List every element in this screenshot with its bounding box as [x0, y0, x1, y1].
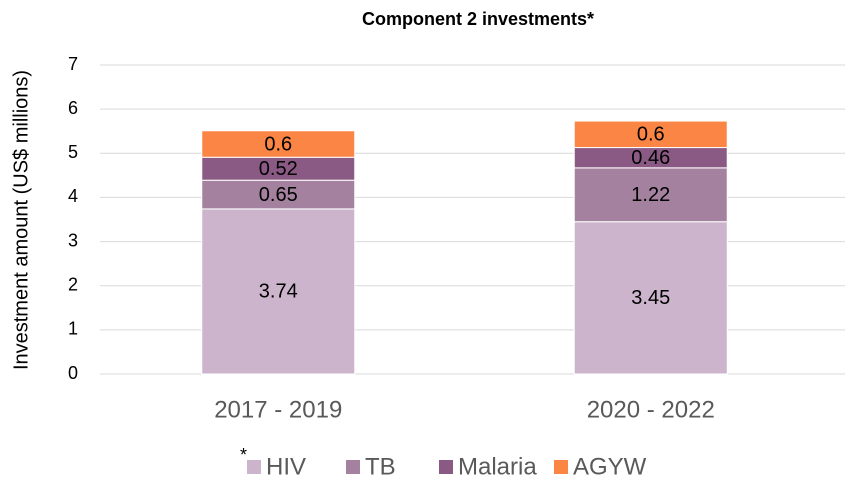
legend-label: HIV	[266, 453, 306, 480]
data-label: 0.52	[259, 158, 298, 180]
bar-segment	[573, 120, 728, 149]
legend-label: Malaria	[458, 453, 537, 480]
data-label: 0.46	[631, 147, 670, 169]
bar-segment	[573, 221, 728, 375]
legend-swatch	[247, 460, 261, 474]
y-tick-label: 2	[68, 274, 78, 294]
y-tick-label: 7	[68, 54, 78, 74]
data-label: 0.6	[264, 133, 292, 155]
y-tick-label: 0	[68, 363, 78, 383]
y-tick-label: 4	[68, 186, 78, 206]
x-tick-label: 2020 - 2022	[587, 396, 715, 423]
data-label: 3.45	[631, 287, 670, 309]
legend-label: TB	[365, 453, 396, 480]
bar-segment	[201, 130, 356, 158]
bar-segment	[201, 208, 356, 375]
data-label: 0.6	[637, 124, 665, 146]
bar-segment	[201, 179, 356, 210]
y-axis-label: Investment amount (US$ millions)	[10, 70, 32, 370]
legend-swatch	[439, 460, 453, 474]
y-tick-label: 6	[68, 98, 78, 118]
data-label: 3.74	[259, 281, 298, 303]
legend-label: AGYW	[573, 453, 647, 480]
data-label: 1.22	[631, 184, 670, 206]
legend-swatch	[346, 460, 360, 474]
y-tick-label: 1	[68, 319, 78, 339]
y-tick-label: 5	[68, 142, 78, 162]
legend-swatch	[554, 460, 568, 474]
legend-note: *	[240, 445, 247, 465]
chart-title: Component 2 investments*	[362, 9, 594, 29]
y-tick-label: 3	[68, 230, 78, 250]
data-label: 0.65	[259, 184, 298, 206]
x-tick-label: 2017 - 2019	[214, 396, 342, 423]
bar-segment	[573, 167, 728, 223]
